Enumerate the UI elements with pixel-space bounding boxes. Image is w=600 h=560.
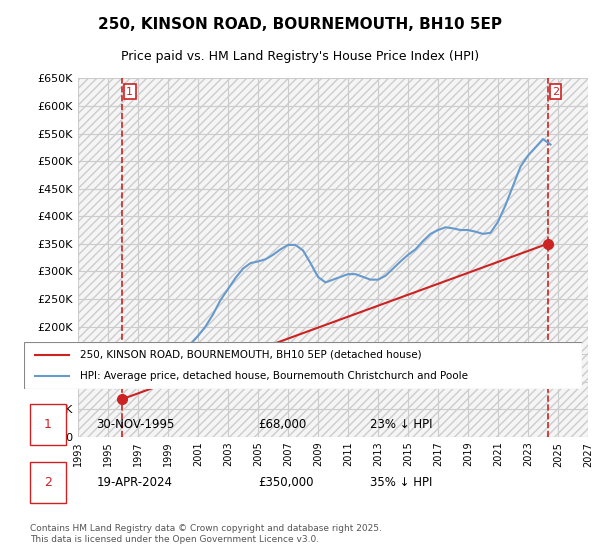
Bar [123,78,131,437]
Bar [341,78,348,437]
Text: HPI: Average price, detached house, Bournemouth Christchurch and Poole: HPI: Average price, detached house, Bour… [80,371,468,381]
Text: 30-NOV-1995: 30-NOV-1995 [97,418,175,431]
Bar [445,78,453,437]
Text: £68,000: £68,000 [259,418,307,431]
Bar [483,78,491,437]
Bar [491,78,498,437]
Bar [213,78,221,437]
Bar [221,78,228,437]
Bar [543,78,551,437]
Bar [393,78,401,437]
Bar [235,78,243,437]
Bar [408,78,415,437]
Bar [101,78,108,437]
Bar [198,78,205,437]
Bar [273,78,281,437]
Bar [303,78,311,437]
Text: 2: 2 [44,476,52,489]
Text: Price paid vs. HM Land Registry's House Price Index (HPI): Price paid vs. HM Land Registry's House … [121,50,479,63]
Bar [551,78,558,437]
Bar [378,78,386,437]
Bar [153,78,161,437]
FancyBboxPatch shape [24,342,582,389]
Bar [476,78,483,437]
Bar [558,78,566,437]
Bar [438,78,445,437]
Text: 35% ↓ HPI: 35% ↓ HPI [370,476,433,489]
Bar [431,78,438,437]
Text: 19-APR-2024: 19-APR-2024 [97,476,173,489]
Bar [318,78,325,437]
Bar [251,78,258,437]
Text: 250, KINSON ROAD, BOURNEMOUTH, BH10 5EP (detached house): 250, KINSON ROAD, BOURNEMOUTH, BH10 5EP … [80,350,421,360]
Bar [281,78,288,437]
Bar [401,78,408,437]
Bar [371,78,378,437]
Bar [78,78,86,437]
Bar [258,78,265,437]
FancyBboxPatch shape [0,0,600,544]
Bar [348,78,355,437]
Bar [386,78,393,437]
Bar [581,78,588,437]
Bar [498,78,505,437]
Bar [333,78,341,437]
Bar [423,78,431,437]
Bar [513,78,521,437]
Bar [93,78,101,437]
Bar [566,78,573,437]
Bar [521,78,528,437]
Bar [108,78,115,437]
Bar [205,78,213,437]
Bar [243,78,251,437]
Bar [191,78,198,437]
Bar [461,78,468,437]
Bar [138,78,146,437]
FancyBboxPatch shape [29,462,66,503]
Text: 1: 1 [44,418,52,431]
Bar [536,78,543,437]
Bar [505,78,513,437]
Bar [176,78,183,437]
Bar [168,78,176,437]
Text: £350,000: £350,000 [259,476,314,489]
Bar [528,78,536,437]
Text: 1: 1 [126,87,133,97]
FancyBboxPatch shape [29,404,66,445]
Bar [146,78,153,437]
Bar [288,78,296,437]
Bar [468,78,476,437]
Bar [453,78,461,437]
Bar [161,78,168,437]
Text: 23% ↓ HPI: 23% ↓ HPI [370,418,433,431]
Bar [573,78,581,437]
Bar [363,78,371,437]
Bar [115,78,123,437]
Bar [183,78,191,437]
Bar [325,78,333,437]
Bar [311,78,318,437]
Bar [265,78,273,437]
Bar [355,78,363,437]
Bar [86,78,93,437]
Text: Contains HM Land Registry data © Crown copyright and database right 2025.
This d: Contains HM Land Registry data © Crown c… [29,524,382,544]
Text: 250, KINSON ROAD, BOURNEMOUTH, BH10 5EP: 250, KINSON ROAD, BOURNEMOUTH, BH10 5EP [98,17,502,32]
Bar [131,78,138,437]
Bar [415,78,423,437]
Text: 2: 2 [552,87,559,97]
Bar [296,78,303,437]
Bar [228,78,235,437]
